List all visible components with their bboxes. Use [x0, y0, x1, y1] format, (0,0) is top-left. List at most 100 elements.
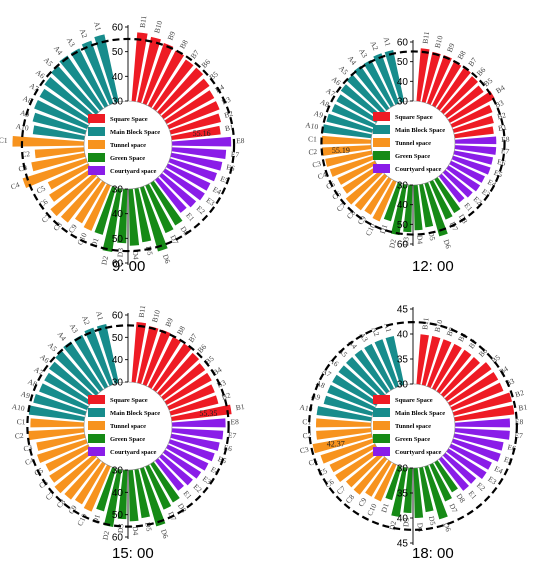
tick-label-40: 40	[397, 77, 409, 88]
bar-B1	[454, 126, 494, 139]
bar-label-D1: D1	[89, 236, 101, 248]
bar-label-C10: C10	[365, 502, 379, 517]
bar-E5	[451, 438, 501, 462]
legend-swatch-tunnel	[88, 421, 105, 430]
bar-A8	[327, 384, 376, 411]
bar-C10	[372, 179, 397, 222]
bar-label-B1: B1	[235, 402, 245, 412]
legend-label-green: Green Space	[395, 153, 430, 160]
bar-A5	[55, 351, 99, 396]
tick-label-40: 40	[397, 514, 409, 525]
legend-label-courtyard: Courtyard space	[395, 166, 442, 173]
bar-C3	[31, 152, 86, 172]
bar-C9	[74, 180, 106, 224]
bar-label-C10: C10	[75, 231, 89, 246]
bar-label-B6: B6	[196, 342, 209, 355]
legend-swatch-courtyard	[88, 447, 105, 456]
bar-label-C7: C7	[335, 484, 348, 497]
bar-label-D7: D7	[447, 502, 459, 514]
bar-label-B9: B9	[445, 42, 457, 54]
bar-label-B10: B10	[432, 318, 444, 333]
tick-label-40: 40	[112, 209, 124, 220]
time-label: 9: 00	[112, 258, 146, 275]
bar-C6	[335, 448, 380, 483]
bar-C7	[345, 452, 384, 488]
bar-label-C3: C3	[299, 445, 310, 456]
bar-A2	[84, 327, 114, 387]
radial-axis: 30 30 40 40 50 50 60 60	[112, 23, 129, 270]
bar-C5	[47, 163, 90, 190]
bar-E7	[171, 428, 224, 440]
bar-label-A8: A8	[319, 97, 331, 109]
bar-D8	[434, 460, 458, 493]
bar-label-B5: B5	[203, 354, 216, 367]
bar-E2	[442, 452, 477, 484]
bar-label-D7: D7	[168, 234, 180, 246]
bar-B10	[421, 336, 441, 386]
tick-label-50: 50	[112, 234, 124, 245]
bar-A7	[39, 88, 92, 124]
bar-label-A2: A2	[78, 27, 90, 39]
bar-E5	[451, 155, 491, 175]
legend: Square Space Main Block Space Tunnel space…	[373, 112, 445, 173]
bar-B11	[416, 48, 430, 102]
tick-label-40: 40	[112, 355, 124, 366]
bar-A9	[33, 393, 87, 416]
bar-B1	[454, 405, 515, 422]
tick-label-50: 50	[112, 510, 124, 521]
bar-A8	[331, 104, 376, 128]
bar-E7	[454, 428, 510, 440]
bar-D1	[96, 467, 117, 512]
bar-A8	[34, 100, 89, 130]
bar-label-E2: E2	[195, 204, 207, 216]
bar-label-D3: D3	[401, 517, 411, 527]
bar-label-E8: E8	[501, 135, 510, 144]
bar-label-C1: C1	[302, 417, 311, 426]
bar-A9	[326, 113, 374, 133]
bar-E3	[446, 165, 481, 192]
bar-label-C4: C4	[24, 456, 36, 468]
bar-label-E6: E6	[223, 443, 233, 454]
bar-B7	[436, 67, 471, 111]
bar-label-E4: E4	[211, 185, 223, 197]
bar-label-E4: E4	[209, 465, 221, 477]
bar-E8	[171, 136, 232, 147]
legend-label-square: Square Space	[110, 116, 148, 123]
bar-label-E7: E7	[230, 150, 239, 160]
bar-C6	[342, 165, 380, 194]
radial-axis: 30 30 35 35 40 40 45 45	[397, 305, 414, 550]
bar-label-D6: D6	[161, 253, 173, 265]
bar-label-E1: E1	[182, 489, 194, 501]
bar-label-D2: D2	[99, 255, 110, 266]
legend-label-tunnel: Tunnel space	[395, 140, 431, 147]
bar-label-E5: E5	[493, 168, 504, 179]
bar-C8	[353, 456, 388, 495]
bar-label-D7: D7	[448, 220, 460, 232]
bar-E6	[453, 433, 504, 451]
bar-label-C3: C3	[311, 159, 322, 170]
bar-label-B6: B6	[199, 57, 212, 70]
bar-label-D5: D5	[427, 515, 438, 526]
legend-label-courtyard: Courtyard space	[110, 168, 157, 175]
bar-E5	[168, 158, 217, 182]
bar-label-A4: A4	[55, 330, 68, 343]
bar-E2	[442, 169, 473, 198]
bar-D8	[150, 461, 180, 503]
bar-B4	[164, 372, 212, 405]
legend-label-green: Green Space	[395, 436, 430, 443]
bar-A4	[63, 341, 104, 392]
bar-label-A6: A6	[38, 352, 51, 365]
bar-E7	[454, 145, 497, 155]
legend-swatch-main_block	[88, 408, 105, 417]
bar-label-B7: B7	[467, 338, 480, 351]
bar-label-E7: E7	[514, 431, 523, 441]
tick-label-30: 30	[112, 378, 124, 389]
bar-D1	[383, 182, 402, 222]
bar-D4	[128, 469, 139, 522]
bar-label-E6: E6	[496, 157, 506, 168]
average-annotation: 55.35	[199, 409, 217, 418]
bar-B3	[167, 384, 215, 411]
bar-label-A1: A1	[382, 36, 393, 47]
bar-E8	[454, 136, 497, 145]
tick-label-30: 30	[397, 380, 409, 391]
